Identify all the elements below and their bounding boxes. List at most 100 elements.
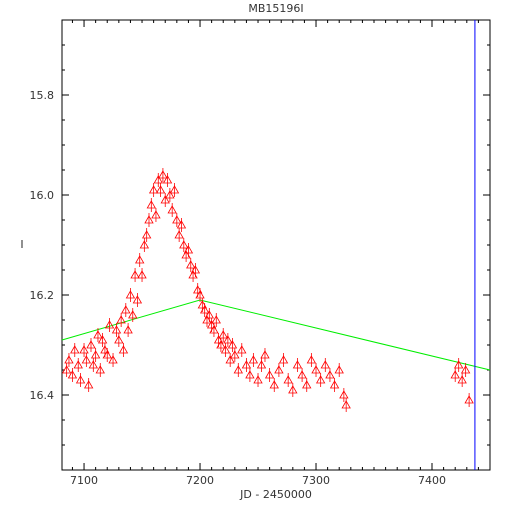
data-point xyxy=(209,323,219,337)
triangle-marker xyxy=(220,345,231,354)
x-tick-label: 7300 xyxy=(302,474,330,487)
data-point xyxy=(186,258,196,272)
triangle-marker xyxy=(341,400,351,409)
triangle-marker xyxy=(253,375,263,384)
triangle-marker xyxy=(269,380,279,389)
triangle-marker xyxy=(81,355,92,364)
data-point xyxy=(111,323,122,337)
triangle-marker xyxy=(223,335,233,344)
data-point xyxy=(315,373,326,387)
x-tick-label: 7100 xyxy=(70,474,98,487)
data-point xyxy=(162,173,173,187)
data-point xyxy=(288,383,298,397)
triangle-marker xyxy=(450,370,460,379)
data-point xyxy=(179,238,189,252)
data-point xyxy=(237,343,247,357)
triangle-marker xyxy=(86,340,96,349)
data-point xyxy=(102,348,112,362)
triangle-marker xyxy=(151,210,161,219)
triangle-marker xyxy=(97,335,108,344)
data-point xyxy=(83,378,94,392)
triangle-marker xyxy=(135,255,145,264)
triangle-marker xyxy=(118,345,129,354)
data-point xyxy=(158,168,168,182)
triangle-marker xyxy=(155,185,166,194)
data-point xyxy=(79,343,89,357)
triangle-marker xyxy=(61,365,72,374)
data-point xyxy=(225,353,235,367)
data-point xyxy=(128,308,138,322)
triangle-marker xyxy=(146,200,157,209)
triangle-marker xyxy=(95,365,105,374)
data-point xyxy=(121,303,131,317)
axis-ticks: 7100 7200 7300 7400 15.8 16.0 16.2 16.4 xyxy=(30,20,490,487)
data-point xyxy=(195,288,205,302)
triangle-marker xyxy=(209,325,219,334)
data-point xyxy=(132,293,143,307)
triangle-marker xyxy=(248,355,259,364)
data-point xyxy=(81,353,92,367)
data-point xyxy=(292,358,303,372)
triangle-marker xyxy=(67,370,78,379)
data-point xyxy=(90,348,101,362)
x-tick-label: 7200 xyxy=(186,474,214,487)
data-point xyxy=(204,308,214,322)
y-tick-label: 16.0 xyxy=(30,189,55,202)
triangle-marker xyxy=(144,215,154,224)
triangle-marker xyxy=(457,375,467,384)
triangle-marker xyxy=(315,375,326,384)
triangle-marker xyxy=(116,315,126,324)
triangle-marker xyxy=(186,260,196,269)
x-tick-label: 7400 xyxy=(418,474,446,487)
data-point xyxy=(245,368,255,382)
data-point xyxy=(302,378,312,392)
triangle-marker xyxy=(320,360,330,369)
data-point xyxy=(97,333,108,347)
data-point xyxy=(144,213,154,227)
data-point xyxy=(223,333,233,347)
triangle-marker xyxy=(211,315,221,324)
data-point xyxy=(297,368,307,382)
data-point xyxy=(116,313,126,327)
data-point xyxy=(61,363,72,377)
triangle-marker xyxy=(218,330,228,339)
triangle-marker xyxy=(90,350,101,359)
data-point xyxy=(248,353,259,367)
triangle-marker xyxy=(334,365,344,374)
data-point xyxy=(174,228,184,242)
triangle-marker xyxy=(158,170,168,179)
data-point xyxy=(135,253,145,267)
triangle-marker xyxy=(297,370,307,379)
triangle-marker xyxy=(288,385,298,394)
data-point xyxy=(125,288,136,302)
triangle-marker xyxy=(190,265,201,274)
data-point xyxy=(457,373,467,387)
data-point xyxy=(325,368,335,382)
y-tick-label: 15.8 xyxy=(30,89,55,102)
triangle-marker xyxy=(172,215,182,224)
data-point xyxy=(241,358,252,372)
data-point xyxy=(329,378,340,392)
triangle-marker xyxy=(283,375,293,384)
triangle-marker xyxy=(230,350,240,359)
data-point xyxy=(334,363,344,377)
triangle-marker xyxy=(70,345,80,354)
triangle-marker xyxy=(260,350,270,359)
triangle-marker xyxy=(453,360,464,369)
triangle-marker xyxy=(174,230,184,239)
y-tick-label: 16.2 xyxy=(30,289,55,302)
triangle-marker xyxy=(153,175,163,184)
model-line xyxy=(61,299,491,371)
data-point xyxy=(137,268,147,282)
data-point xyxy=(341,398,351,412)
data-point xyxy=(211,313,221,327)
data-point xyxy=(167,203,177,217)
data-point xyxy=(453,358,464,372)
triangle-marker xyxy=(121,305,131,314)
triangle-marker xyxy=(73,360,83,369)
data-point xyxy=(306,353,317,367)
triangle-marker xyxy=(93,330,103,339)
data-point xyxy=(176,218,187,232)
triangle-marker xyxy=(233,365,243,374)
data-point xyxy=(155,183,166,197)
